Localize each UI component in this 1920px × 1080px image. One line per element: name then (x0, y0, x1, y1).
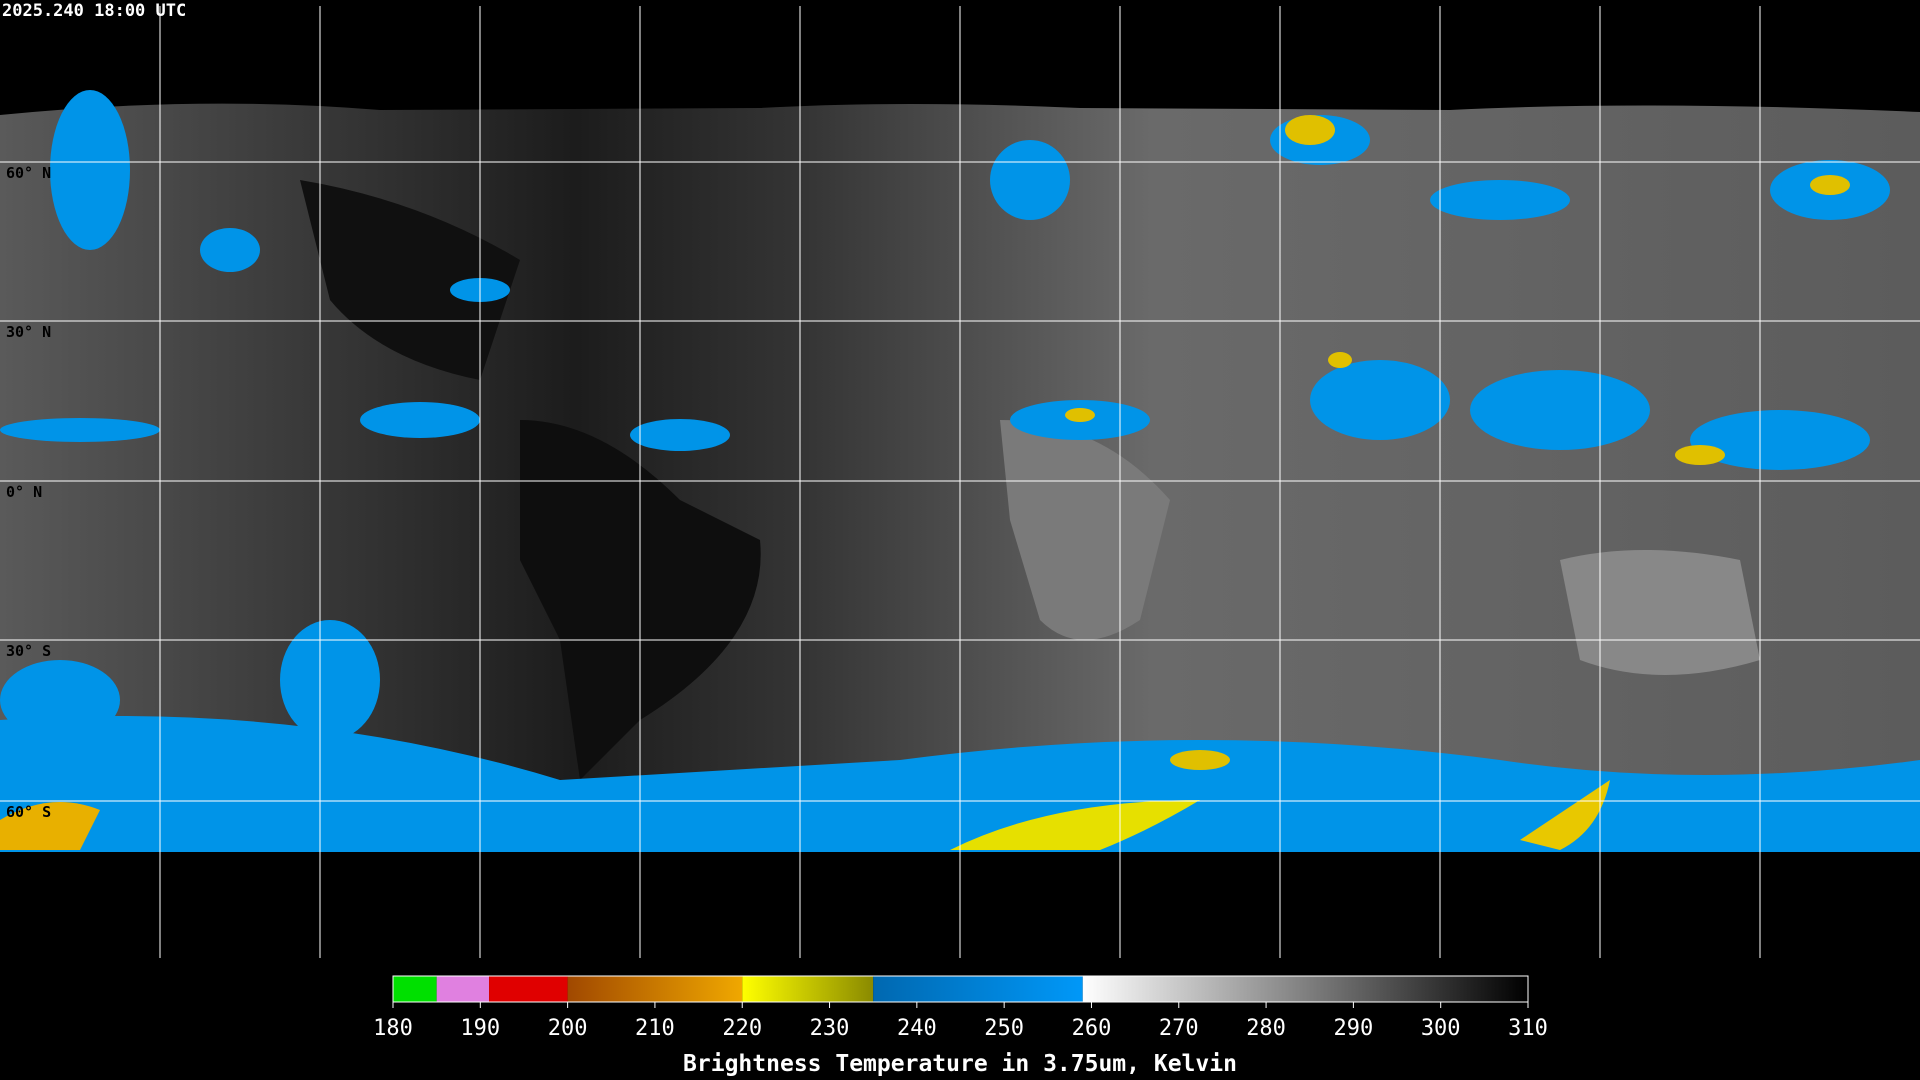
colorbar-tick-label: 250 (984, 1016, 1024, 1041)
colorbar-tick-label: 220 (722, 1016, 762, 1041)
colorbar-frame (392, 975, 1529, 1003)
colorbar-tick-label: 260 (1072, 1016, 1112, 1041)
colorbar-tick-label: 300 (1421, 1016, 1461, 1041)
lat-label: 60° S (6, 803, 51, 821)
colorbar-segment (873, 976, 1083, 1002)
very-cold-clouds (950, 800, 1200, 850)
very-cold-clouds (0, 802, 100, 850)
convective-cores (1065, 115, 1850, 770)
timestamp: 2025.240 18:00 UTC (2, 1, 186, 21)
lat-labels: 60° N 30° N 0° N 30° S 60° S (6, 164, 51, 821)
dark-land (300, 180, 520, 380)
lat-label: 60° N (6, 164, 51, 182)
land (1560, 550, 1760, 675)
colorbar-segment (1082, 976, 1528, 1002)
colorbar-tick-label: 180 (373, 1016, 413, 1041)
colorbar-tick-label: 240 (897, 1016, 937, 1041)
lat-label: 0° N (6, 483, 42, 501)
colorbar-tick-label: 190 (460, 1016, 500, 1041)
land (1000, 420, 1170, 640)
colorbar-tick-label: 290 (1334, 1016, 1374, 1041)
colorbar: 180 190 200 210 220 230 240 250 260 270 280 290 300 3… (373, 975, 1548, 1041)
colorbar-tick-label: 230 (810, 1016, 850, 1041)
colorbar-tick-label: 200 (548, 1016, 588, 1041)
colorbar-segment (567, 976, 743, 1002)
colorbar-tick-label: 310 (1508, 1016, 1548, 1041)
very-cold-clouds (1520, 780, 1610, 850)
colorbar-segment (742, 976, 874, 1002)
colorbar-segment (436, 976, 490, 1002)
graticule (0, 6, 1920, 958)
colorbar-segment (489, 976, 568, 1002)
colorbar-tick-label: 210 (635, 1016, 675, 1041)
colorbar-segment (393, 976, 437, 1002)
lat-label: 30° N (6, 323, 51, 341)
cloud-clusters (0, 90, 1890, 740)
colorbar-label: Brightness Temperature in 3.75um, Kelvin (683, 1051, 1237, 1077)
colorbar-tick-label: 270 (1159, 1016, 1199, 1041)
colorbar-tick-label: 280 (1246, 1016, 1286, 1041)
lat-label: 30° S (6, 642, 51, 660)
